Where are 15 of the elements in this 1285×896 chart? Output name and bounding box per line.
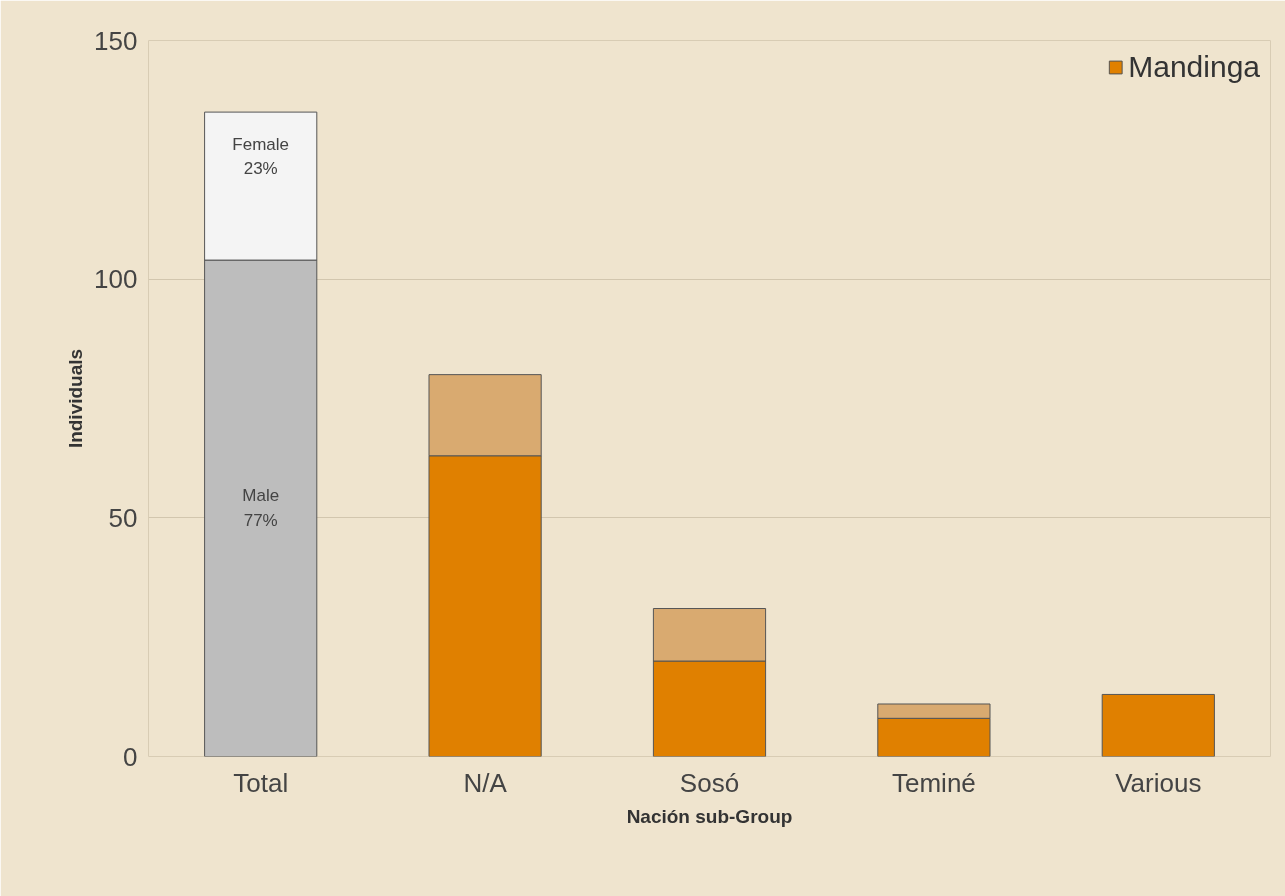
y-tick-label: 150 <box>94 25 138 56</box>
legend-label: Mandinga <box>1128 50 1260 84</box>
x-tick-label: Total <box>233 767 289 798</box>
x-tick-label: N/A <box>463 767 508 798</box>
x-axis-title: Nación sub-Group <box>626 805 793 827</box>
y-tick-label: 100 <box>94 264 138 295</box>
bar <box>1101 693 1215 757</box>
x-tick-label: Teminé <box>891 767 976 798</box>
annotation: Female 23% <box>232 134 290 179</box>
y-tick-label: 50 <box>108 502 138 533</box>
y-tick-label: 0 <box>123 741 138 772</box>
annotation: Male 77% <box>242 486 280 531</box>
x-tick-label: Sosó <box>679 767 740 798</box>
y-axis-title: Individuals <box>65 348 87 449</box>
x-tick-label: Various <box>1115 767 1202 798</box>
